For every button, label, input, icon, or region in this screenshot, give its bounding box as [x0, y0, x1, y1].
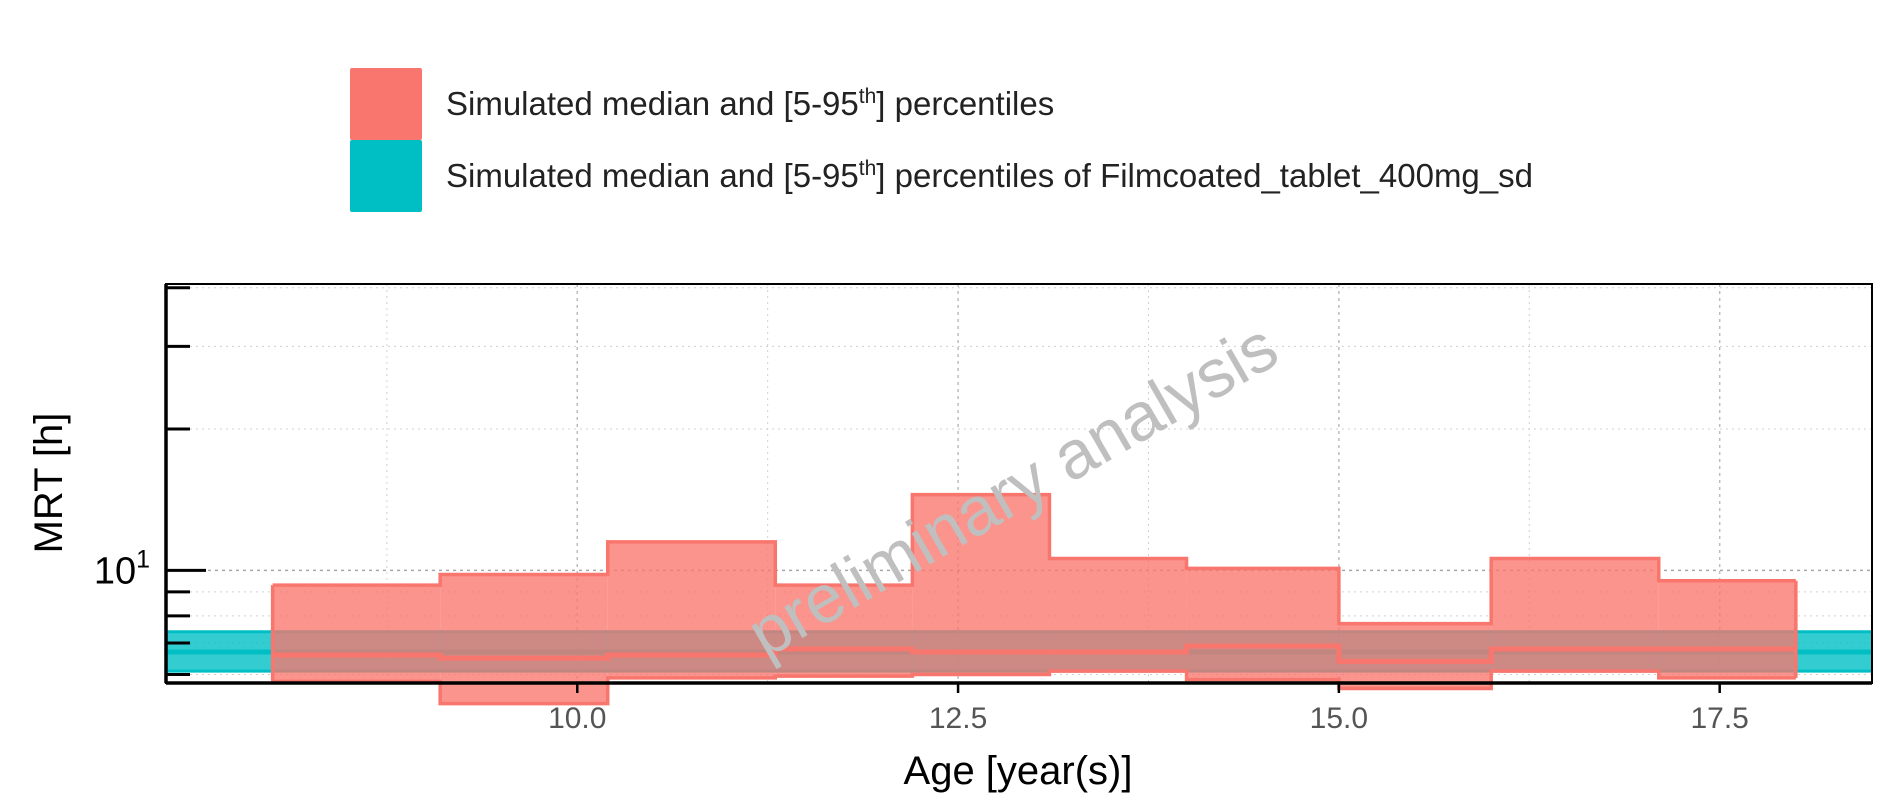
simulated-band-segment [272, 585, 441, 682]
legend-label-simulated: Simulated median and [5-95th] percentile… [446, 85, 1055, 122]
simulated-band-segment [912, 494, 1050, 675]
legend: Simulated median and [5-95th] percentile… [350, 68, 1533, 212]
y-axis-label: MRT [h] [27, 413, 71, 554]
simulated-median-line [272, 643, 1796, 664]
legend-item-simulated: Simulated median and [5-95th] percentile… [350, 68, 1533, 140]
x-tick-label: 17.5 [1690, 702, 1748, 735]
x-tick-label: 10.0 [548, 702, 606, 735]
simulated-band-segment [775, 585, 913, 677]
simulated-upper-line [272, 492, 1796, 626]
legend-item-reference: Simulated median and [5-95th] percentile… [350, 140, 1533, 212]
simulated-band-segment [1491, 558, 1659, 672]
y-axis-ticks [166, 286, 206, 676]
x-axis-ticks: 10.0 12.5 15.0 17.5 [548, 683, 1749, 735]
simulated-series [270, 492, 1798, 706]
x-tick-label: 12.5 [929, 702, 987, 735]
y-tick-label: 101 [94, 545, 150, 592]
x-axis-label: Age [year(s)] [904, 749, 1133, 793]
legend-swatch-reference [350, 140, 422, 212]
legend-label-reference: Simulated median and [5-95th] percentile… [446, 157, 1533, 194]
simulated-band-segment [1338, 623, 1492, 689]
simulated-band-segment [1186, 568, 1339, 680]
simulated-lower-line [272, 669, 1796, 706]
simulated-band-segment [1658, 580, 1796, 678]
x-tick-label: 15.0 [1310, 702, 1368, 735]
legend-swatch-simulated [350, 68, 422, 140]
